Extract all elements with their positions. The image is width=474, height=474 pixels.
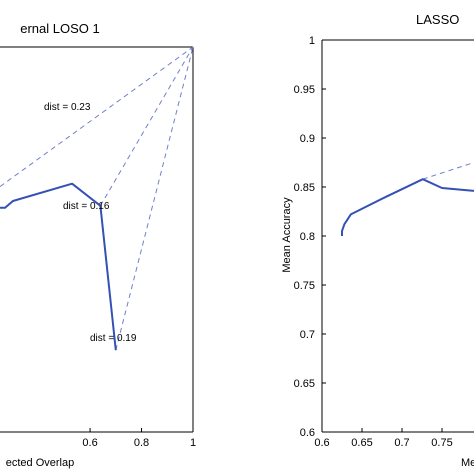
- left-x-tick-label: 1: [190, 437, 196, 449]
- right-x-tick-label: 0.6: [314, 437, 329, 449]
- right-x-tick-label: 0.7: [394, 437, 409, 449]
- left-x-tick-label: 0.6: [82, 437, 97, 449]
- left-distance-lines: [0, 46, 194, 351]
- right-y-tick-label: 0.7: [300, 329, 315, 341]
- right-y-tick-label: 0.65: [294, 378, 315, 390]
- left-distance-label: dist = 0.16: [63, 201, 110, 212]
- right-panel: LASSO 0.60.650.70.750.80.850.90.951 0.6 0…: [281, 12, 474, 469]
- right-y-ticks: 0.6 0.65 0.7 0.75 0.8 0.85 0.9 0.95 1: [294, 35, 326, 439]
- right-y-tick-label: 0.8: [300, 231, 315, 243]
- left-distance-labels: dist = 0.23 dist = 0.16 dist = 0.19: [44, 102, 137, 344]
- left-distance-label: dist = 0.19: [90, 333, 137, 344]
- right-y-tick-label: 0.85: [294, 182, 315, 194]
- right-y-axis-label: Mean Accuracy: [281, 197, 293, 273]
- left-x-tick-label: 0.8: [134, 437, 149, 449]
- right-dashed-segment: [422, 162, 474, 180]
- left-distance-line: [99, 46, 194, 207]
- right-plot-frame: [321, 39, 474, 433]
- left-distance-line: [115, 46, 194, 351]
- right-x-ticks: 0.6 0.65 0.7 0.75: [314, 428, 453, 449]
- left-x-axis-label: ected Overlap: [6, 457, 74, 469]
- left-series-line: [0, 182, 117, 351]
- left-distance-label: dist = 0.23: [44, 102, 91, 113]
- right-dashed-line: [422, 162, 474, 180]
- right-x-tick-label: 0.65: [351, 437, 372, 449]
- right-x-tick-label: 0.75: [431, 437, 452, 449]
- left-distance-line: [0, 46, 194, 187]
- right-y-tick-label: 0.9: [300, 133, 315, 145]
- right-y-tick-label: 0.75: [294, 280, 315, 292]
- right-y-tick-label: 0.6: [300, 427, 315, 439]
- right-y-tick-label: 1: [309, 35, 315, 47]
- right-x-axis-label: Me: [461, 457, 474, 469]
- right-y-tick-label: 0.95: [294, 84, 315, 96]
- right-series: [341, 178, 474, 236]
- left-x-ticks: 0.6 0.8 1: [82, 428, 196, 449]
- left-plot-frame: [0, 46, 194, 433]
- right-panel-title: LASSO: [416, 12, 459, 27]
- right-series-line: [341, 178, 474, 236]
- left-panel-title: ernal LOSO 1: [20, 21, 100, 36]
- left-series: [0, 182, 117, 351]
